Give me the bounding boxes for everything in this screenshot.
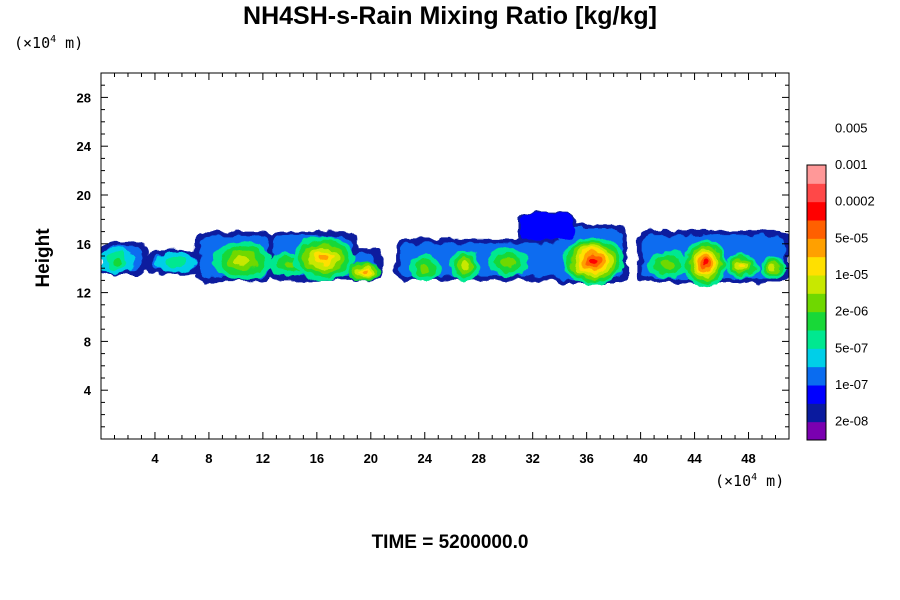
cloud-core [235, 256, 251, 266]
colorbar-label: 5e-07 [835, 340, 868, 355]
x-tick-label: 48 [741, 451, 755, 466]
x-tick-label: 12 [256, 451, 270, 466]
colorbar-label: 1e-07 [835, 377, 868, 392]
colorbar-label: 0.001 [835, 157, 868, 172]
x-tick-label: 24 [418, 451, 433, 466]
cloud-core [501, 257, 516, 267]
colorbar-swatch [807, 275, 826, 294]
colorbar-label: 2e-06 [835, 304, 868, 319]
x-tick-label: 16 [310, 451, 324, 466]
x-axis-unit: (×104 m) [715, 472, 785, 490]
colorbar-frame [806, 164, 827, 441]
x-tick-label: 36 [579, 451, 593, 466]
y-tick-label: 12 [77, 286, 91, 301]
colorbar-label: 0.0002 [835, 194, 875, 209]
cloud-core [360, 269, 368, 274]
cloud-core [111, 256, 124, 266]
colorbar-label: 5e-05 [835, 230, 868, 245]
y-axis: 4 8 12 16 20 24 28 [77, 84, 789, 428]
colorbar-swatch [807, 385, 826, 404]
chart-title: NH4SH-s-Rain Mixing Ratio [kg/kg] [243, 2, 657, 30]
y-tick-label: 16 [77, 237, 91, 252]
y-tick-label: 8 [84, 334, 91, 349]
colorbar-swatch [807, 311, 826, 331]
y-tick-label: 20 [77, 188, 91, 203]
cloud-core [660, 260, 675, 270]
colorbar-swatch [807, 220, 826, 239]
time-label: TIME = 5200000.0 [371, 532, 529, 553]
x-tick-label: 44 [687, 451, 702, 466]
colorbar-swatch [807, 421, 826, 441]
cloud-upper [519, 213, 574, 241]
cloud-core [318, 254, 329, 263]
colorbar-swatch [807, 256, 826, 276]
colorbar-swatch [807, 293, 826, 313]
colorbar-swatch [807, 348, 826, 368]
y-axis-unit: (×104 m) [14, 34, 84, 52]
y-tick-label: 24 [77, 139, 92, 154]
colorbar-label: 2e-08 [835, 414, 868, 429]
x-tick-label: 40 [633, 451, 647, 466]
x-axis: 4 8 12 16 20 24 28 32 36 40 44 48 [113, 73, 777, 466]
colorbar-label: 0.005 [835, 120, 868, 135]
cloud-core [738, 263, 746, 269]
x-tick-label: 32 [525, 451, 539, 466]
cloud-core [164, 257, 186, 267]
y-axis-label: Height [33, 228, 54, 288]
cloud-core [461, 261, 469, 270]
cloud-core [702, 260, 709, 267]
colorbar-swatch [807, 366, 826, 386]
colorbar-swatch [807, 330, 826, 349]
colorbar: 2e-08 1e-07 5e-07 2e-06 1e-05 5e-05 0.0002 0.00… [806, 120, 875, 441]
x-tick-label: 28 [471, 451, 485, 466]
colorbar-swatch [807, 403, 826, 423]
x-tick-label: 20 [364, 451, 378, 466]
cloud-field [101, 212, 789, 287]
cloud-core [769, 265, 777, 271]
cloud-core [589, 257, 598, 264]
cloud-core [419, 263, 431, 273]
x-tick-label: 4 [151, 451, 159, 466]
colorbar-label: 1e-05 [835, 267, 868, 282]
colorbar-swatch [807, 238, 826, 258]
colorbar-swatch [807, 183, 826, 203]
colorbar-swatch [807, 201, 826, 221]
y-tick-label: 4 [84, 383, 92, 398]
y-tick-label: 28 [77, 90, 91, 105]
x-tick-label: 8 [205, 451, 212, 466]
colorbar-swatch [807, 165, 826, 184]
